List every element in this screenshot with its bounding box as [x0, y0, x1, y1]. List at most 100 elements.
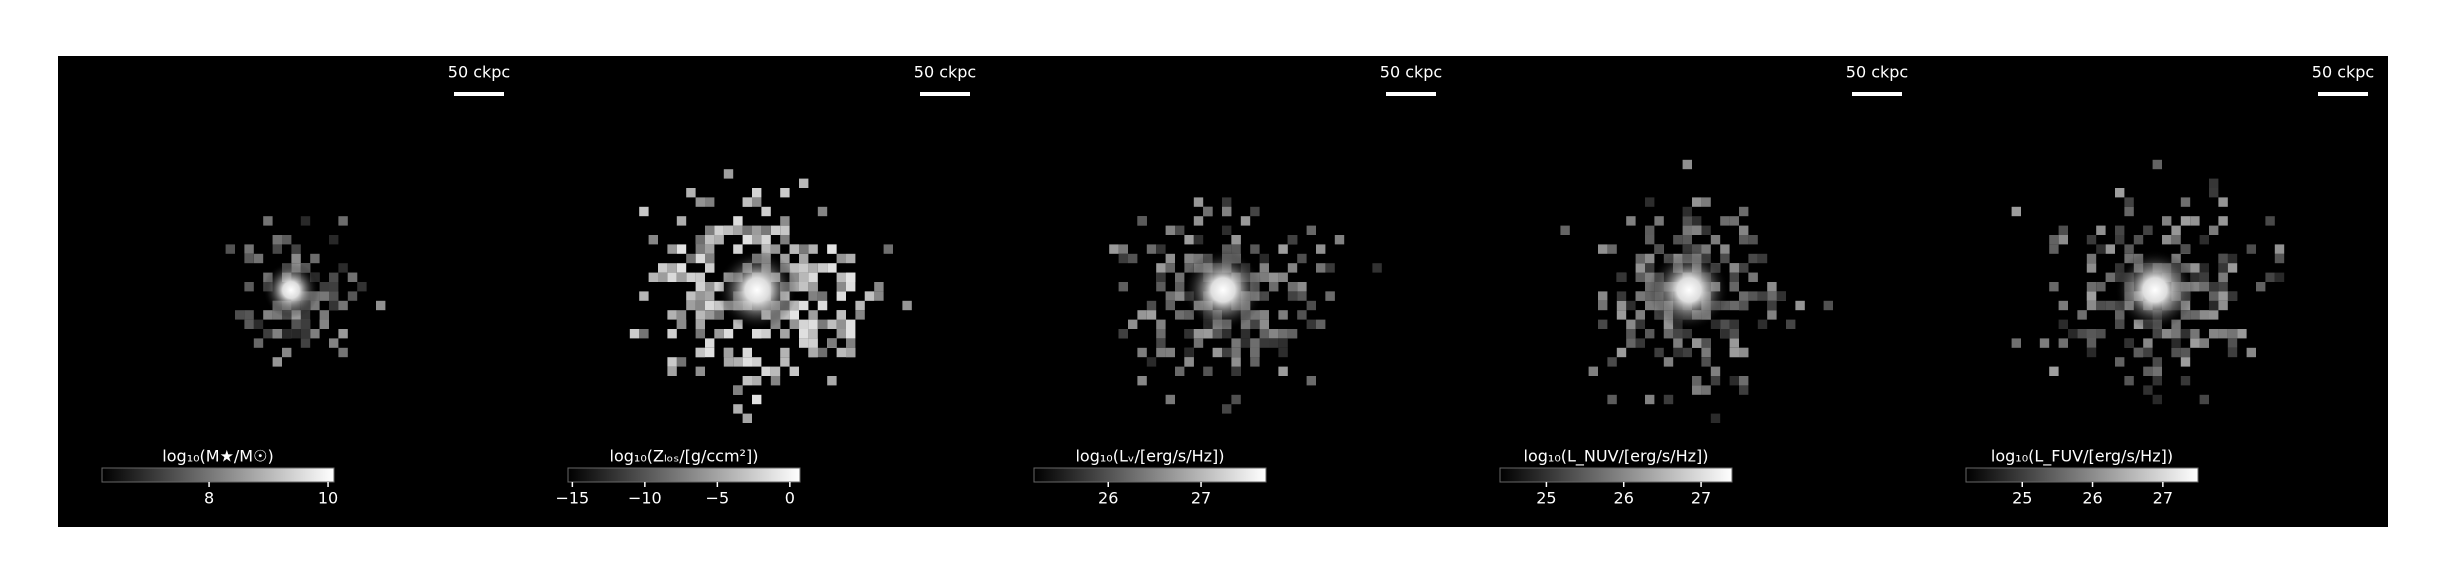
- pixel: [1287, 329, 1298, 339]
- pixel: [1710, 376, 1721, 386]
- pixel: [1626, 319, 1636, 329]
- pixel: [2180, 197, 2191, 207]
- pixel: [1598, 300, 1608, 311]
- pixel: [1372, 263, 1382, 273]
- galaxy-core: [263, 262, 319, 318]
- colorbar-tick-label: −10: [628, 489, 662, 508]
- pixel: [789, 310, 799, 320]
- pixel: [808, 263, 818, 273]
- pixel: [742, 197, 752, 207]
- colorbar-tick-label: 25: [2012, 489, 2032, 508]
- pixel: [695, 291, 705, 301]
- colorbar: [1965, 467, 2199, 483]
- colorbar-label: log₁₀(M★/M☉): [162, 447, 273, 466]
- pixel: [2180, 329, 2191, 339]
- pixel: [686, 300, 696, 311]
- pixel: [883, 244, 893, 254]
- colorbar-tick-label: −5: [706, 489, 730, 508]
- pixel: [1165, 347, 1175, 358]
- pixel: [1607, 357, 1617, 367]
- pixel: [1156, 329, 1166, 339]
- pixel: [2209, 300, 2219, 311]
- pixel: [705, 244, 715, 254]
- pixel: [780, 329, 790, 339]
- pixel: [2274, 253, 2285, 264]
- pixel: [1720, 244, 1730, 254]
- pixel: [2227, 329, 2238, 339]
- pixel: [723, 169, 734, 179]
- pixel: [338, 216, 348, 226]
- pixel: [1635, 291, 1645, 301]
- pixel: [705, 235, 715, 245]
- pixel: [752, 225, 762, 235]
- pixel: [2124, 338, 2134, 348]
- pixel: [799, 272, 809, 282]
- pixel: [300, 310, 311, 320]
- pixel: [1222, 197, 1232, 207]
- pixel: [1156, 263, 1166, 273]
- galaxy-core: [1649, 250, 1729, 330]
- pixel: [2199, 272, 2209, 282]
- pixel: [1175, 291, 1185, 301]
- pixel: [2274, 244, 2285, 254]
- pixel: [2049, 282, 2059, 292]
- pixel: [2190, 329, 2200, 339]
- pixel: [329, 282, 339, 292]
- pixel: [799, 319, 809, 329]
- pixel: [705, 282, 715, 292]
- pixel: [1175, 366, 1185, 376]
- pixel: [2171, 338, 2181, 348]
- pixel: [1297, 282, 1307, 292]
- pixel: [1222, 225, 1232, 235]
- pixel: [1175, 310, 1185, 320]
- pixel: [253, 319, 264, 329]
- pixel: [808, 310, 818, 320]
- pixel: [338, 300, 348, 311]
- pixel: [789, 263, 799, 273]
- pixel: [1701, 197, 1711, 207]
- pixel: [723, 357, 734, 367]
- pixel: [799, 300, 809, 311]
- pixel: [2180, 244, 2191, 254]
- pixel: [1231, 244, 1241, 254]
- pixel: [1259, 329, 1269, 339]
- pixel: [1701, 244, 1711, 254]
- pixel: [1250, 319, 1260, 329]
- pixel: [1739, 225, 1749, 235]
- pixel: [1222, 329, 1232, 339]
- pixel: [1259, 338, 1269, 348]
- pixel: [2209, 291, 2219, 301]
- pixel: [2162, 235, 2172, 245]
- pixel: [676, 272, 687, 282]
- pixel: [1269, 282, 1279, 292]
- pixel: [244, 310, 254, 320]
- pixel: [1287, 291, 1298, 301]
- pixel: [1616, 272, 1627, 282]
- pixel: [1184, 253, 1194, 264]
- pixel: [2011, 338, 2021, 348]
- pixel: [1635, 319, 1645, 329]
- pixel: [1137, 347, 1147, 358]
- pixel: [742, 413, 752, 423]
- pixel: [2227, 338, 2238, 348]
- pixel: [2152, 357, 2162, 367]
- pixel: [1231, 366, 1241, 376]
- pixel: [761, 206, 771, 217]
- pixel: [874, 282, 884, 292]
- pixel: [1278, 329, 1288, 339]
- pixel: [752, 329, 762, 339]
- pixel: [1278, 310, 1288, 320]
- pixel: [1607, 244, 1617, 254]
- pixel: [1748, 235, 1758, 245]
- pixel: [780, 347, 790, 358]
- pixel: [836, 272, 846, 282]
- pixel: [282, 347, 292, 358]
- pixel: [1739, 206, 1749, 217]
- pixel: [770, 376, 781, 386]
- pixel: [705, 253, 715, 264]
- pixel: [338, 329, 348, 339]
- pixel: [1165, 263, 1175, 273]
- colorbar: [1499, 467, 1733, 483]
- pixel: [329, 272, 339, 282]
- pixel: [347, 272, 358, 282]
